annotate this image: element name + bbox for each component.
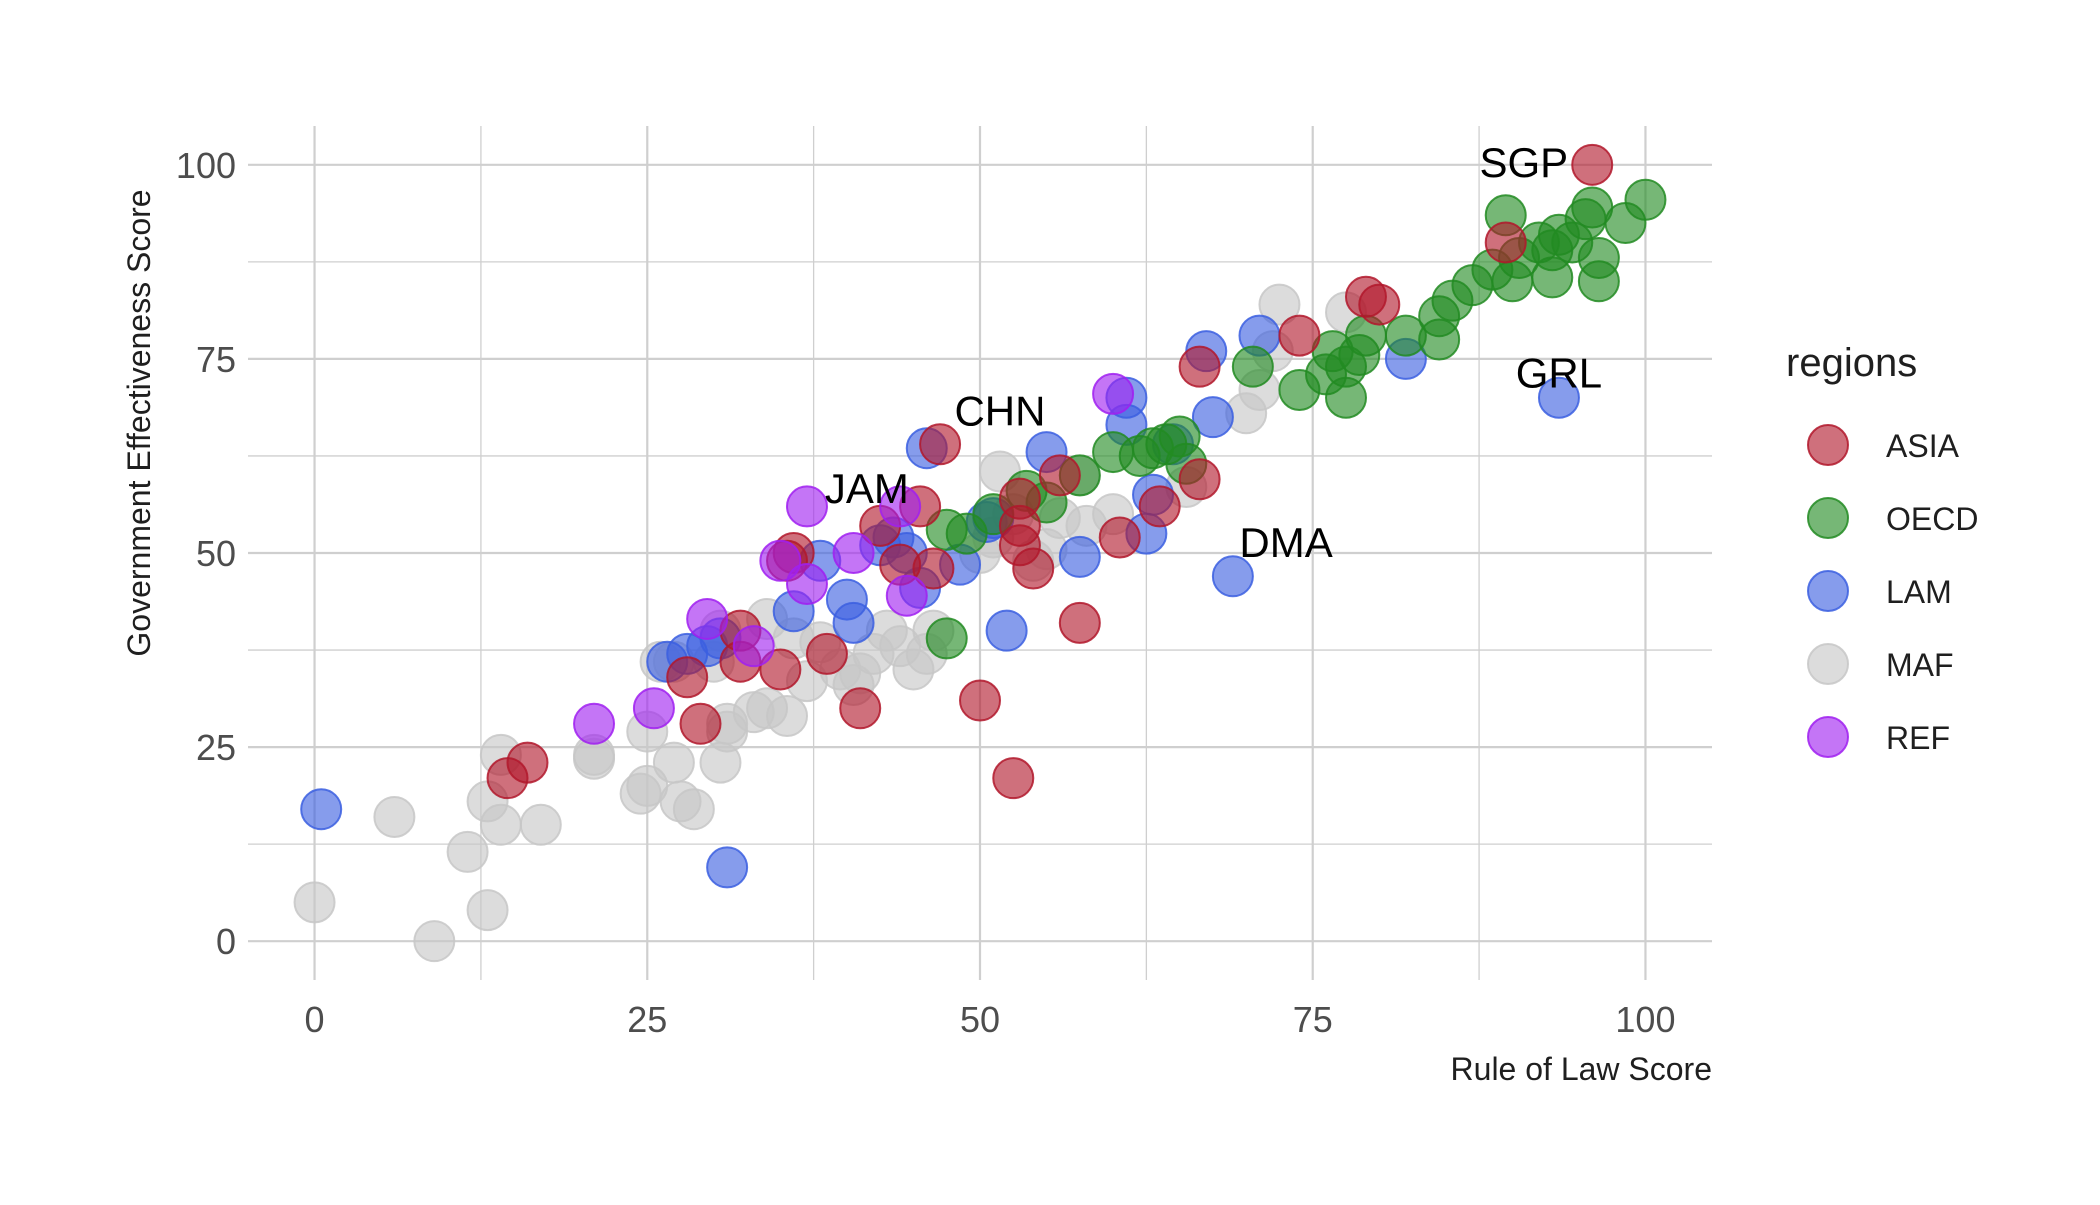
data-point-maf: [293, 881, 336, 924]
data-point-ref: [879, 485, 922, 528]
data-point-oecd: [1092, 431, 1135, 474]
legend-swatch-ref: [1807, 716, 1849, 758]
data-point-maf: [466, 889, 509, 932]
legend-label-ref: REF: [1886, 720, 1950, 756]
y-tick-label: 0: [216, 921, 236, 962]
annotation-sgp: SGP: [1480, 139, 1569, 186]
legend-swatch-lam: [1807, 570, 1849, 612]
data-point-asia: [959, 679, 1001, 722]
legend-label-lam: LAM: [1886, 574, 1952, 610]
annotation-dma: DMA: [1239, 519, 1332, 566]
data-point-lam: [300, 788, 343, 831]
data-point-oecd: [925, 508, 968, 551]
data-point-asia: [1484, 221, 1527, 264]
data-point-lam: [1537, 376, 1580, 419]
data-point-asia: [1058, 601, 1101, 644]
data-point-lam: [1191, 396, 1234, 439]
data-point-asia: [666, 656, 709, 699]
tick-labels: 0 25 50 75 100 0 25 50 75 100: [176, 145, 1676, 1040]
x-tick-label: 50: [960, 999, 1000, 1040]
data-point-maf: [413, 920, 456, 963]
data-point-asia: [679, 702, 722, 745]
legend-swatch-oecd: [1807, 497, 1849, 539]
x-tick-label: 25: [627, 999, 667, 1040]
data-point-asia: [1278, 314, 1321, 357]
data-point-ref: [686, 597, 729, 640]
data-point-oecd: [1384, 314, 1427, 357]
legend-label-oecd: OECD: [1886, 501, 1978, 537]
data-point-lam: [1211, 555, 1254, 598]
data-point-lam: [985, 609, 1028, 652]
y-tick-label: 50: [196, 533, 236, 574]
grid-layer: [248, 126, 1712, 980]
data-point-ref: [573, 702, 616, 745]
legend-label-asia: ASIA: [1886, 428, 1960, 464]
data-point-ref: [785, 485, 828, 528]
data-point-maf: [672, 788, 715, 831]
y-tick-label: 75: [196, 339, 236, 380]
legend-label-maf: MAF: [1886, 647, 1954, 683]
data-point-asia: [805, 632, 848, 675]
data-point-lam: [706, 846, 749, 889]
legend-title: regions: [1786, 341, 1917, 385]
data-point-maf: [1258, 283, 1301, 326]
data-point-lam: [825, 578, 868, 621]
data-point-asia: [1178, 345, 1221, 388]
data-point-asia: [486, 757, 529, 800]
data-point-asia: [1358, 283, 1401, 326]
data-point-ref: [885, 574, 928, 617]
data-point-maf: [373, 795, 416, 838]
legend-items: ASIA OECD LAM MAF REF: [1807, 424, 1978, 758]
data-point-asia: [1571, 143, 1614, 186]
data-point-asia: [1012, 547, 1055, 590]
data-point-maf: [519, 803, 562, 846]
data-point-oecd: [1577, 260, 1620, 303]
data-point-asia: [1178, 458, 1221, 501]
x-axis-title: Rule of Law Score: [1451, 1051, 1712, 1087]
data-point-oecd: [925, 617, 968, 660]
data-point-asia: [1038, 454, 1081, 497]
annotation-jam: JAM: [825, 465, 909, 512]
data-point-ref: [759, 539, 802, 582]
data-point-asia: [1138, 485, 1181, 528]
y-tick-label: 25: [196, 727, 236, 768]
data-point-oecd: [1231, 345, 1274, 388]
annotation-chn: CHN: [954, 387, 1045, 434]
data-point-maf: [652, 741, 695, 784]
annotation-grl: GRL: [1516, 350, 1602, 397]
data-point-ref: [632, 687, 675, 730]
x-tick-label: 75: [1293, 999, 1333, 1040]
legend-swatch-asia: [1807, 424, 1849, 466]
data-point-asia: [759, 648, 802, 691]
data-point-oecd: [1325, 376, 1367, 419]
data-points: [293, 143, 1667, 963]
data-point-ref: [732, 625, 775, 668]
data-point-asia: [1098, 516, 1141, 559]
data-point-ref: [832, 532, 875, 574]
data-point-asia: [919, 423, 962, 466]
data-point-ref: [785, 563, 828, 606]
data-point-asia: [839, 687, 882, 730]
legend: regions ASIA OECD LAM MAF REF: [1786, 341, 1978, 758]
data-point-ref: [1092, 372, 1135, 415]
y-tick-label: 100: [176, 145, 236, 186]
data-point-lam: [1058, 535, 1101, 578]
legend-swatch-maf: [1807, 643, 1849, 685]
data-point-asia: [992, 757, 1035, 800]
x-tick-label: 0: [305, 999, 325, 1040]
point-annotations: SGP GRL CHN JAM DMA: [825, 139, 1602, 566]
y-axis-title: Government Effectiveness Score: [121, 189, 157, 656]
data-point-oecd: [1278, 368, 1321, 411]
x-tick-label: 100: [1615, 999, 1675, 1040]
data-point-maf: [446, 830, 489, 873]
